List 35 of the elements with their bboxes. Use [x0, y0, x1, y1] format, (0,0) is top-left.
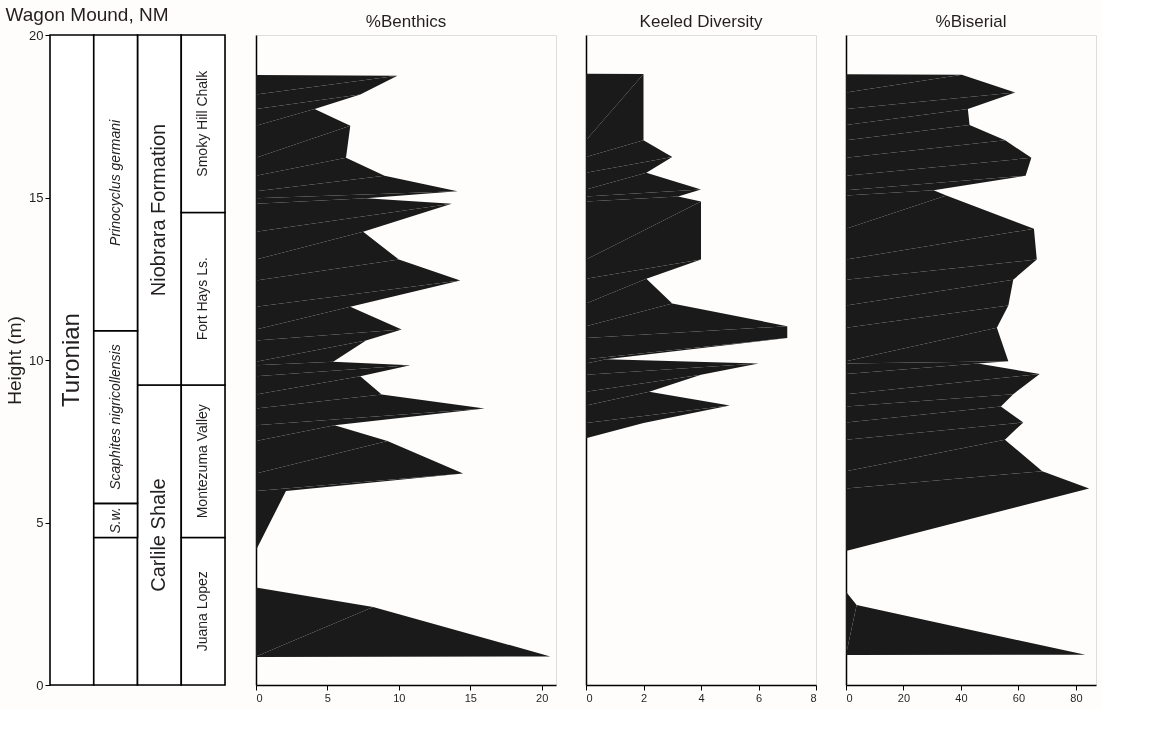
- x-tick-label: 0: [256, 691, 263, 704]
- chart-title: Keeled Diversity: [639, 12, 763, 31]
- data-label: Fort Hays Ls.: [194, 257, 211, 341]
- y-tick-label: 5: [36, 515, 44, 530]
- x-tick-label: 0: [846, 691, 853, 704]
- x-tick-label: 60: [1012, 691, 1026, 704]
- data-label: Carlile Shale: [147, 478, 170, 592]
- y-tick-label: 15: [29, 190, 44, 205]
- x-tick-label: 5: [324, 691, 331, 704]
- y-axis-title: Height (m): [4, 316, 26, 405]
- chart-title: Wagon Mound, NM: [5, 4, 169, 25]
- x-tick-label: 20: [897, 691, 911, 704]
- y-tick-label: 0: [36, 677, 44, 693]
- data-label: Niobrara Formation: [147, 123, 170, 297]
- x-tick-label: 6: [755, 691, 763, 704]
- x-tick-label: 80: [1070, 691, 1083, 704]
- data-label: Prinocyclus germani: [106, 118, 123, 246]
- x-tick-label: 40: [955, 691, 968, 704]
- x-tick-label: 10: [393, 691, 406, 704]
- x-tick-label: 20: [536, 691, 549, 704]
- data-label: S.w.: [106, 507, 123, 534]
- x-tick-label: 15: [464, 691, 477, 704]
- chart-title: %Biserial: [935, 12, 1007, 31]
- y-tick-label: 20: [29, 27, 44, 43]
- data-label: Scaphites nigricollensis: [106, 344, 123, 490]
- data-label: Turonian: [56, 313, 84, 407]
- x-tick-label: 0: [586, 691, 593, 704]
- data-label: Montezuma Valley: [194, 404, 211, 519]
- x-tick-label: 2: [640, 691, 648, 704]
- chart-title: %Benthics: [365, 12, 447, 31]
- y-tick-label: 10: [29, 352, 44, 368]
- x-tick-label: 4: [698, 691, 705, 704]
- data-label: Juana Lopez: [194, 571, 211, 652]
- x-tick-label: 8: [810, 691, 817, 704]
- data-label: Smoky Hill Chalk: [194, 69, 211, 177]
